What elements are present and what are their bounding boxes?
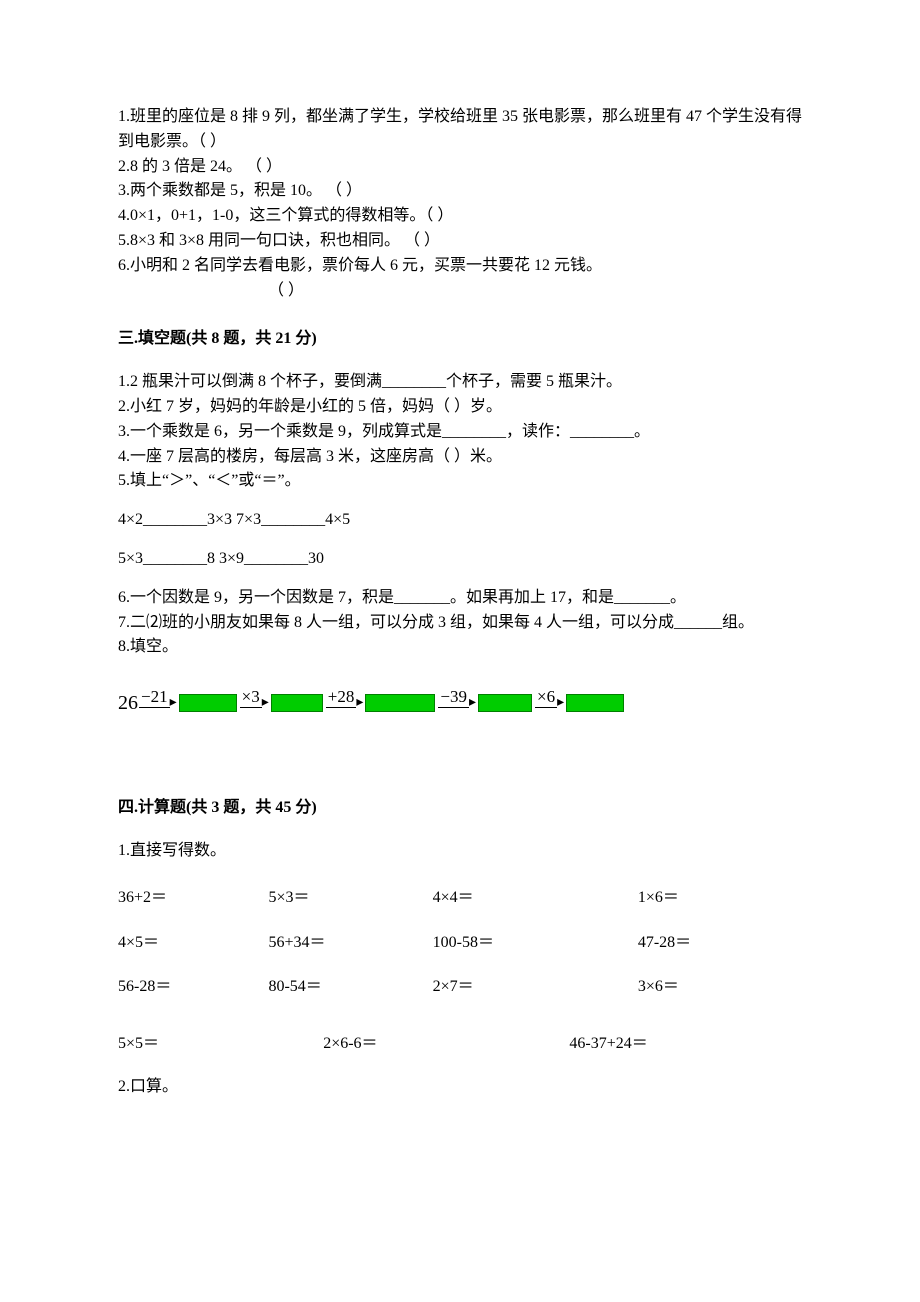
s3-q1: 1.2 瓶果汁可以倒满 8 个杯子，要倒满________个杯子，需要 5 瓶果… [118,370,802,395]
flow-result-box [566,694,624,712]
s3-q7: 7.二⑵班的小朋友如果每 8 人一组，可以分成 3 组，如果每 4 人一组，可以… [118,611,802,636]
calc-grid-3col: 5×5＝2×6-6＝46-37+24＝ [118,1022,802,1067]
s3-q5-line1: 4×2________3×3 7×3________4×5 [118,508,802,533]
s3-q5: 5.填上“＞”、“＜”或“＝”。 [118,469,802,494]
judge-q3: 3.两个乘数都是 5，积是 10。 （ ） [118,179,802,204]
flow-operation: −21 [139,688,170,708]
calc-cell: 100-58＝ [433,921,638,966]
arrow-right-icon: ▸ [356,692,363,714]
s3-q4: 4.一座 7 层高的楼房，每层高 3 米，这座房高（ ）米。 [118,445,802,470]
s3-q8: 8.填空。 [118,635,802,660]
calc-cell: 80-54＝ [268,965,432,1010]
calc-cell: 1×6＝ [638,876,802,921]
judge-q4: 4.0×1，0+1，1-0，这三个算式的得数相等。（ ） [118,204,802,229]
judge-q2: 2.8 的 3 倍是 24。 （ ） [118,155,802,180]
calc-cell: 4×4＝ [433,876,638,921]
calc-grid-4col: 36+2＝5×3＝4×4＝1×6＝ 4×5＝56+34＝100-58＝47-28＝… [118,876,802,1010]
flow-result-box [478,694,532,712]
flow-start-number: 26 [118,688,138,719]
judge-q6-line2: （ ） [118,279,802,304]
calc-cell: 2×6-6＝ [323,1022,569,1067]
flow-operation: +28 [326,688,357,708]
calc-cell: 5×5＝ [118,1022,323,1067]
judge-q6-line1: 6.小明和 2 名同学去看电影，票价每人 6 元，买票一共要花 12 元钱。 [118,254,802,279]
section4-heading: 四.计算题(共 3 题，共 45 分) [118,796,802,821]
s4-q1: 1.直接写得数。 [118,839,802,864]
calc-cell: 3×6＝ [638,965,802,1010]
s3-q3: 3.一个乘数是 6，另一个乘数是 9，列成算式是________，读作：____… [118,420,802,445]
s3-q2: 2.小红 7 岁，妈妈的年龄是小红的 5 倍，妈妈（ ）岁。 [118,395,802,420]
s3-q5-line2: 5×3________8 3×9________30 [118,547,802,572]
calc-cell: 36+2＝ [118,876,268,921]
judge-q1: 1.班里的座位是 8 排 9 列，都坐满了学生，学校给班里 35 张电影票，那么… [118,105,802,155]
judge-q5: 5.8×3 和 3×8 用同一句口诀，积也相同。 （ ） [118,229,802,254]
calc-cell: 46-37+24＝ [569,1022,802,1067]
s3-q6: 6.一个因数是 9，另一个因数是 7，积是_______。如果再加上 17，和是… [118,586,802,611]
worksheet-page: 1.班里的座位是 8 排 9 列，都坐满了学生，学校给班里 35 张电影票，那么… [0,0,920,1302]
flow-result-box [365,694,435,712]
number-flowchart: 26−21▸×3▸+28▸−39▸×6▸ [118,688,802,718]
s4-q2: 2.口算。 [118,1075,802,1100]
arrow-right-icon: ▸ [262,692,269,714]
calc-cell: 56-28＝ [118,965,268,1010]
calc-cell: 2×7＝ [433,965,638,1010]
calc-cell: 56+34＝ [268,921,432,966]
flow-result-box [271,694,323,712]
arrow-right-icon: ▸ [170,692,177,714]
section3-heading: 三.填空题(共 8 题，共 21 分) [118,327,802,352]
flow-operation: ×3 [240,688,262,708]
flow-operation: −39 [438,688,469,708]
arrow-right-icon: ▸ [557,692,564,714]
flow-operation: ×6 [535,688,557,708]
flow-result-box [179,694,237,712]
calc-cell: 4×5＝ [118,921,268,966]
arrow-right-icon: ▸ [469,692,476,714]
calc-cell: 5×3＝ [268,876,432,921]
calc-cell: 47-28＝ [638,921,802,966]
